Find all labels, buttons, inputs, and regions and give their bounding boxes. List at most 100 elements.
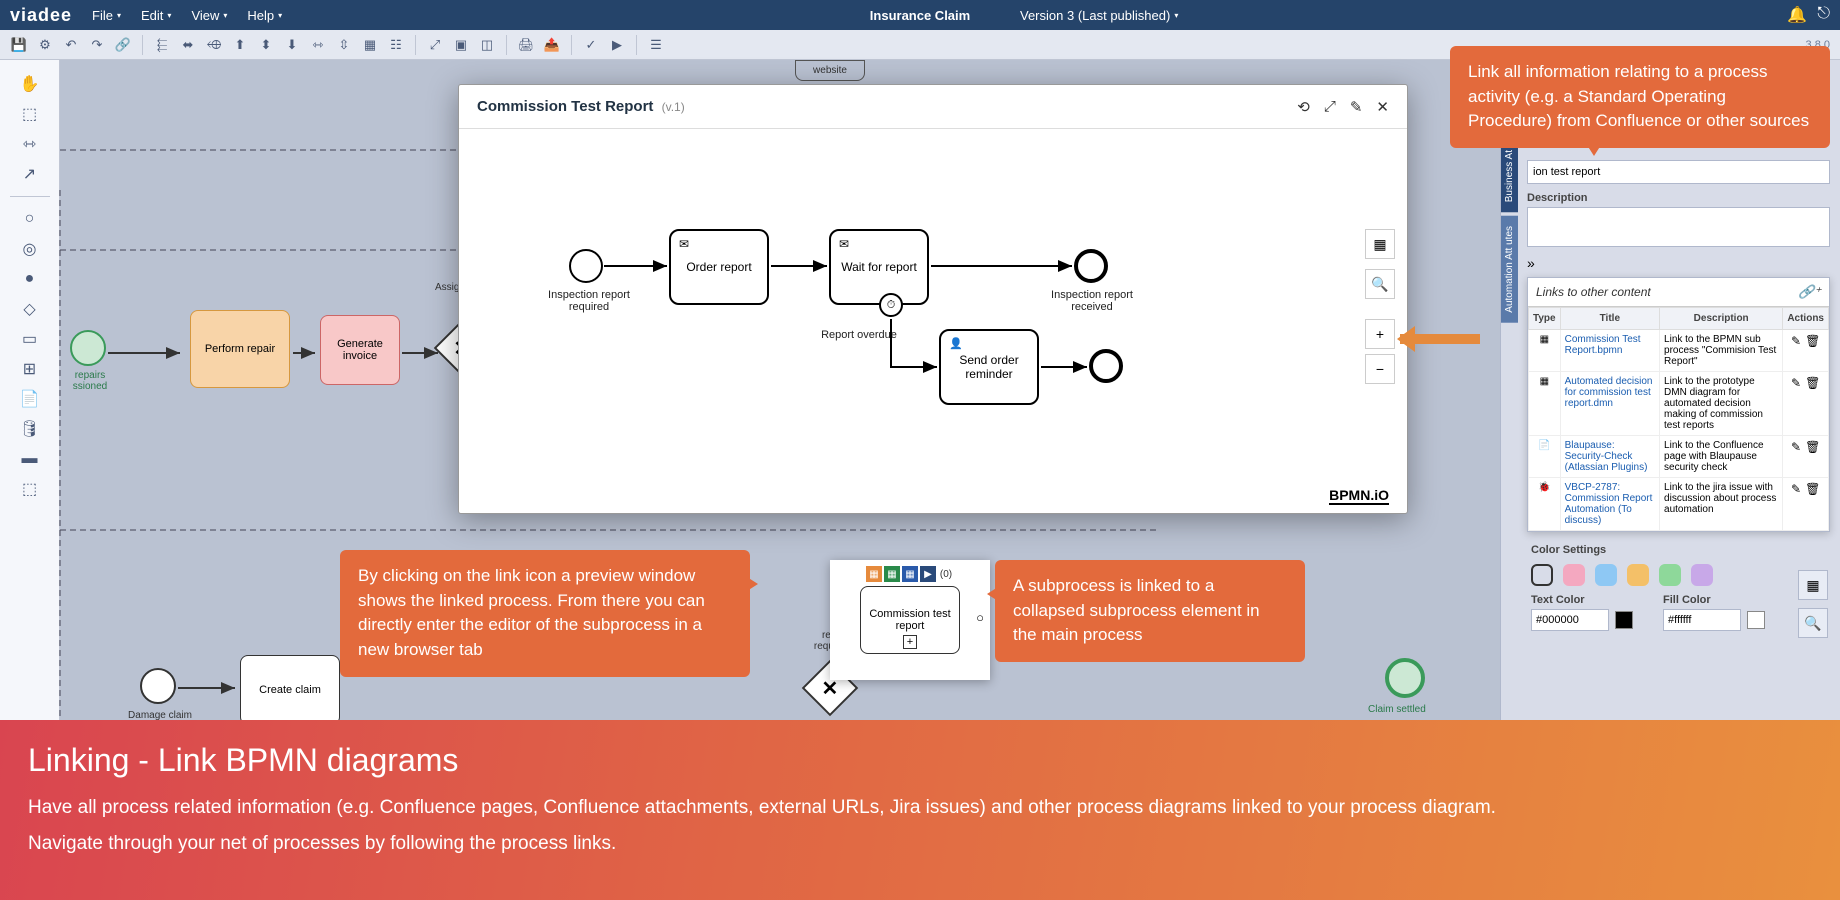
delete-link-icon[interactable]: 🗑: [1805, 334, 1820, 348]
link-title[interactable]: VBCP-2787: Commission Report Automation …: [1565, 482, 1653, 526]
marker-circle: ○: [976, 610, 984, 625]
link-desc: Link to the prototype DMN diagram for au…: [1660, 372, 1783, 436]
fill-color-preview: [1747, 611, 1765, 629]
col-type: Type: [1529, 308, 1561, 330]
sp-icon-4[interactable]: ▶: [920, 566, 936, 582]
col-actions: Actions: [1783, 308, 1829, 330]
grid-toggle-icon[interactable]: ▦: [359, 34, 381, 56]
link-row: 📄Blaupause: Security-Check (Atlassian Pl…: [1529, 436, 1829, 478]
col-title: Title: [1560, 308, 1659, 330]
selected-subprocess[interactable]: ▦ ▦ ▦ ▶ (0) Commission test report + ○: [830, 560, 990, 680]
tab-business[interactable]: Business At: [1501, 140, 1518, 212]
redo-icon[interactable]: ↷: [86, 34, 108, 56]
sp-icon-2[interactable]: ▦: [884, 566, 900, 582]
color-swatch[interactable]: [1531, 564, 1553, 586]
edit-link-icon[interactable]: ✎: [1791, 334, 1801, 348]
add-link-icon[interactable]: 🔗⁺: [1798, 284, 1821, 300]
task-icon[interactable]: ▭: [16, 325, 44, 353]
link-type-icon: ▦: [1540, 376, 1549, 387]
menu-edit[interactable]: Edit: [141, 8, 171, 23]
link-title[interactable]: Commission Test Report.bpmn: [1565, 334, 1641, 356]
desc-textarea[interactable]: [1527, 207, 1830, 247]
expand-subprocess-icon[interactable]: +: [903, 635, 917, 649]
panel-search-icon[interactable]: 🔍: [1798, 608, 1828, 638]
simulate-icon[interactable]: ▶: [606, 34, 628, 56]
fit-icon[interactable]: ▣: [450, 34, 472, 56]
distribute-h-icon[interactable]: ⇿: [307, 34, 329, 56]
menu-file[interactable]: File: [92, 8, 121, 23]
group-icon[interactable]: ⬚: [16, 475, 44, 503]
save-icon[interactable]: 💾: [8, 34, 30, 56]
col-desc: Description: [1660, 308, 1783, 330]
color-swatch[interactable]: [1659, 564, 1681, 586]
expand-icon[interactable]: ⤢: [1324, 98, 1336, 116]
edit-icon[interactable]: ✎: [1350, 98, 1363, 116]
data-store-icon[interactable]: 🛢: [16, 415, 44, 443]
color-swatch[interactable]: [1691, 564, 1713, 586]
align-top-icon[interactable]: ⬆: [229, 34, 251, 56]
links-section: Links to other content 🔗⁺ Type Title Des…: [1527, 277, 1830, 532]
color-swatch[interactable]: [1627, 564, 1649, 586]
gateway-icon[interactable]: ◇: [16, 295, 44, 323]
text-color-label: Text Color: [1531, 594, 1633, 606]
notifications-icon[interactable]: 🔔: [1787, 5, 1807, 25]
refresh-icon[interactable]: ⟲: [1297, 98, 1310, 116]
pool-icon[interactable]: ▬: [16, 445, 44, 473]
end-event-icon[interactable]: ●: [16, 265, 44, 293]
align-right-icon[interactable]: ⬲: [203, 34, 225, 56]
link-title[interactable]: Automated decision for commission test r…: [1565, 376, 1653, 409]
subprocess-node[interactable]: Commission test report +: [860, 586, 960, 654]
data-object-icon[interactable]: 📄: [16, 385, 44, 413]
delete-link-icon[interactable]: 🗑: [1805, 440, 1820, 454]
print-icon[interactable]: 🖨: [515, 34, 537, 56]
edit-link-icon[interactable]: ✎: [1791, 482, 1801, 496]
distribute-v-icon[interactable]: ⇳: [333, 34, 355, 56]
link-desc: Link to the jira issue with discussion a…: [1660, 478, 1783, 531]
delete-link-icon[interactable]: 🗑: [1805, 482, 1820, 496]
sp-icon-3[interactable]: ▦: [902, 566, 918, 582]
align-middle-icon[interactable]: ⬍: [255, 34, 277, 56]
more-icon[interactable]: ☰: [645, 34, 667, 56]
intermediate-event-icon[interactable]: ◎: [16, 235, 44, 263]
panel-minimap-icon[interactable]: ▦: [1798, 570, 1828, 600]
fill-color-input[interactable]: [1663, 609, 1741, 631]
align-center-icon[interactable]: ⬌: [177, 34, 199, 56]
edit-link-icon[interactable]: ✎: [1791, 376, 1801, 390]
validate-icon[interactable]: ✓: [580, 34, 602, 56]
space-tool-icon[interactable]: ⇿: [16, 130, 44, 158]
hand-tool-icon[interactable]: ✋: [16, 70, 44, 98]
edit-link-icon[interactable]: ✎: [1791, 440, 1801, 454]
text-color-input[interactable]: [1531, 609, 1609, 631]
banner-line2: Navigate through your net of processes b…: [28, 833, 1812, 855]
name-input[interactable]: [1527, 160, 1830, 184]
settings-icon[interactable]: ⚙: [34, 34, 56, 56]
start-event-icon[interactable]: ○: [16, 205, 44, 233]
close-icon[interactable]: ✕: [1376, 98, 1389, 116]
delete-link-icon[interactable]: 🗑: [1805, 376, 1820, 390]
color-settings-heading: Color Settings: [1531, 544, 1826, 556]
version-selector[interactable]: Version 3 (Last published): [1020, 8, 1178, 23]
exit-icon[interactable]: ⎋: [1817, 5, 1830, 25]
menu-help[interactable]: Help: [247, 8, 282, 23]
link-type-icon: ▦: [1540, 334, 1549, 345]
align-bottom-icon[interactable]: ⬇: [281, 34, 303, 56]
layout-icon[interactable]: ◫: [476, 34, 498, 56]
menu-view[interactable]: View: [191, 8, 227, 23]
connect-tool-icon[interactable]: ↗: [16, 160, 44, 188]
sp-icon-1[interactable]: ▦: [866, 566, 882, 582]
feature-banner: Linking - Link BPMN diagrams Have all pr…: [0, 720, 1840, 900]
color-swatch[interactable]: [1595, 564, 1617, 586]
link-icon[interactable]: 🔗: [112, 34, 134, 56]
align-left-icon[interactable]: ⬱: [151, 34, 173, 56]
lasso-tool-icon[interactable]: ⬚: [16, 100, 44, 128]
undo-icon[interactable]: ↶: [60, 34, 82, 56]
layers-icon[interactable]: ☷: [385, 34, 407, 56]
export-icon[interactable]: 📤: [541, 34, 563, 56]
subprocess-icon[interactable]: ⊞: [16, 355, 44, 383]
link-row: 🐞VBCP-2787: Commission Report Automation…: [1529, 478, 1829, 531]
tab-automation[interactable]: Automation Att utes: [1501, 216, 1518, 323]
fullscreen-icon[interactable]: ⤢: [424, 34, 446, 56]
link-title[interactable]: Blaupause: Security-Check (Atlassian Plu…: [1565, 440, 1648, 473]
color-swatch[interactable]: [1563, 564, 1585, 586]
collapse-toggle[interactable]: »: [1527, 255, 1830, 271]
